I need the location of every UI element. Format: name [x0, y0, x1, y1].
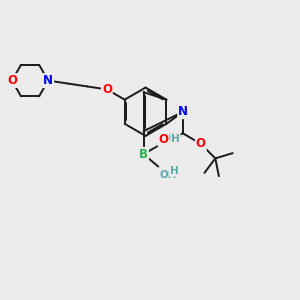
- Text: O: O: [158, 133, 169, 146]
- Text: O: O: [196, 137, 206, 150]
- Text: OH: OH: [162, 133, 179, 143]
- Text: H: H: [169, 166, 178, 176]
- Text: B: B: [139, 148, 148, 161]
- Text: O: O: [7, 74, 17, 87]
- Text: N: N: [178, 105, 188, 118]
- Text: O: O: [102, 83, 112, 96]
- Text: H: H: [171, 134, 180, 144]
- Text: N: N: [43, 74, 53, 87]
- Text: OH: OH: [160, 169, 177, 180]
